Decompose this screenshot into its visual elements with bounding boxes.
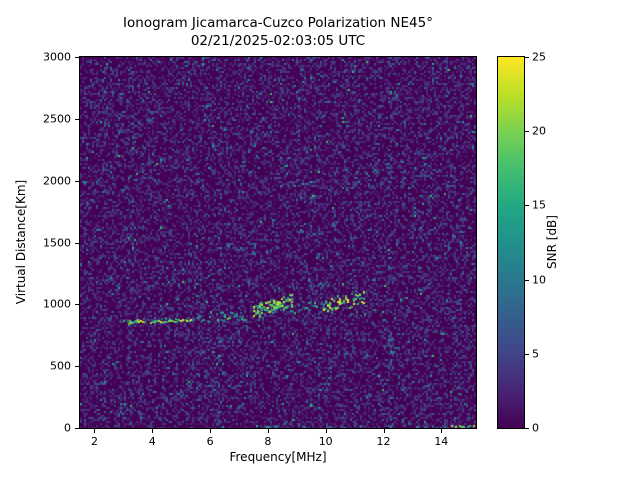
heatmap-canvas	[80, 57, 476, 428]
colorbar-tick-mark	[525, 57, 529, 58]
y-tick-mark	[75, 304, 79, 306]
x-tick-label: 8	[264, 435, 272, 448]
x-tick-label: 2	[90, 435, 98, 448]
colorbar	[497, 56, 525, 429]
x-tick-label: 10	[318, 435, 333, 448]
colorbar-label: SNR [dB]	[545, 215, 559, 269]
colorbar-tick-mark	[525, 205, 529, 207]
y-tick-label: 1000	[43, 297, 71, 311]
y-tick-label: 2000	[43, 174, 71, 188]
y-tick-label: 1500	[43, 236, 71, 249]
y-tick-label: 500	[50, 359, 71, 373]
x-tick-mark	[94, 429, 96, 433]
x-tick-mark	[325, 429, 327, 433]
y-tick-mark	[75, 428, 79, 429]
x-tick-label: 4	[148, 435, 156, 448]
colorbar-tick-mark	[525, 428, 529, 429]
plot-area	[79, 56, 477, 429]
y-tick-label: 0	[64, 421, 71, 435]
y-axis-label: Virtual Distance[Km]	[14, 179, 28, 305]
colorbar-tick-label: 25	[532, 50, 546, 64]
chart-subtitle: 02/21/2025-02:03:05 UTC	[190, 33, 366, 49]
y-tick-label: 3000	[43, 50, 71, 64]
y-tick-mark	[75, 242, 79, 244]
colorbar-tick-mark	[525, 279, 529, 281]
y-tick-mark	[75, 118, 79, 120]
x-axis-label: Frequency[MHz]	[229, 450, 327, 464]
y-tick-mark	[75, 366, 79, 368]
x-tick-mark	[210, 429, 212, 433]
colorbar-tick-label: 0	[532, 421, 539, 435]
colorbar-canvas	[498, 57, 524, 428]
x-tick-mark	[152, 429, 154, 433]
y-tick-mark	[75, 57, 79, 58]
colorbar-tick-mark	[525, 131, 529, 133]
chart-title: Ionogram Jicamarca-Cuzco Polarization NE…	[123, 15, 433, 31]
x-tick-mark	[383, 429, 385, 433]
colorbar-tick-label: 20	[532, 124, 546, 138]
colorbar-tick-label: 10	[532, 273, 546, 287]
y-tick-mark	[75, 180, 79, 182]
colorbar-tick-mark	[525, 353, 529, 355]
chart-title-block: Ionogram Jicamarca-Cuzco Polarization NE…	[80, 14, 476, 50]
x-tick-label: 12	[376, 435, 391, 448]
x-tick-label: 14	[434, 435, 449, 448]
x-tick-mark	[441, 429, 443, 433]
y-tick-label: 2500	[43, 112, 71, 126]
colorbar-tick-label: 5	[532, 347, 539, 361]
x-tick-label: 6	[206, 435, 214, 448]
x-tick-mark	[267, 429, 269, 433]
colorbar-tick-label: 15	[532, 198, 546, 212]
